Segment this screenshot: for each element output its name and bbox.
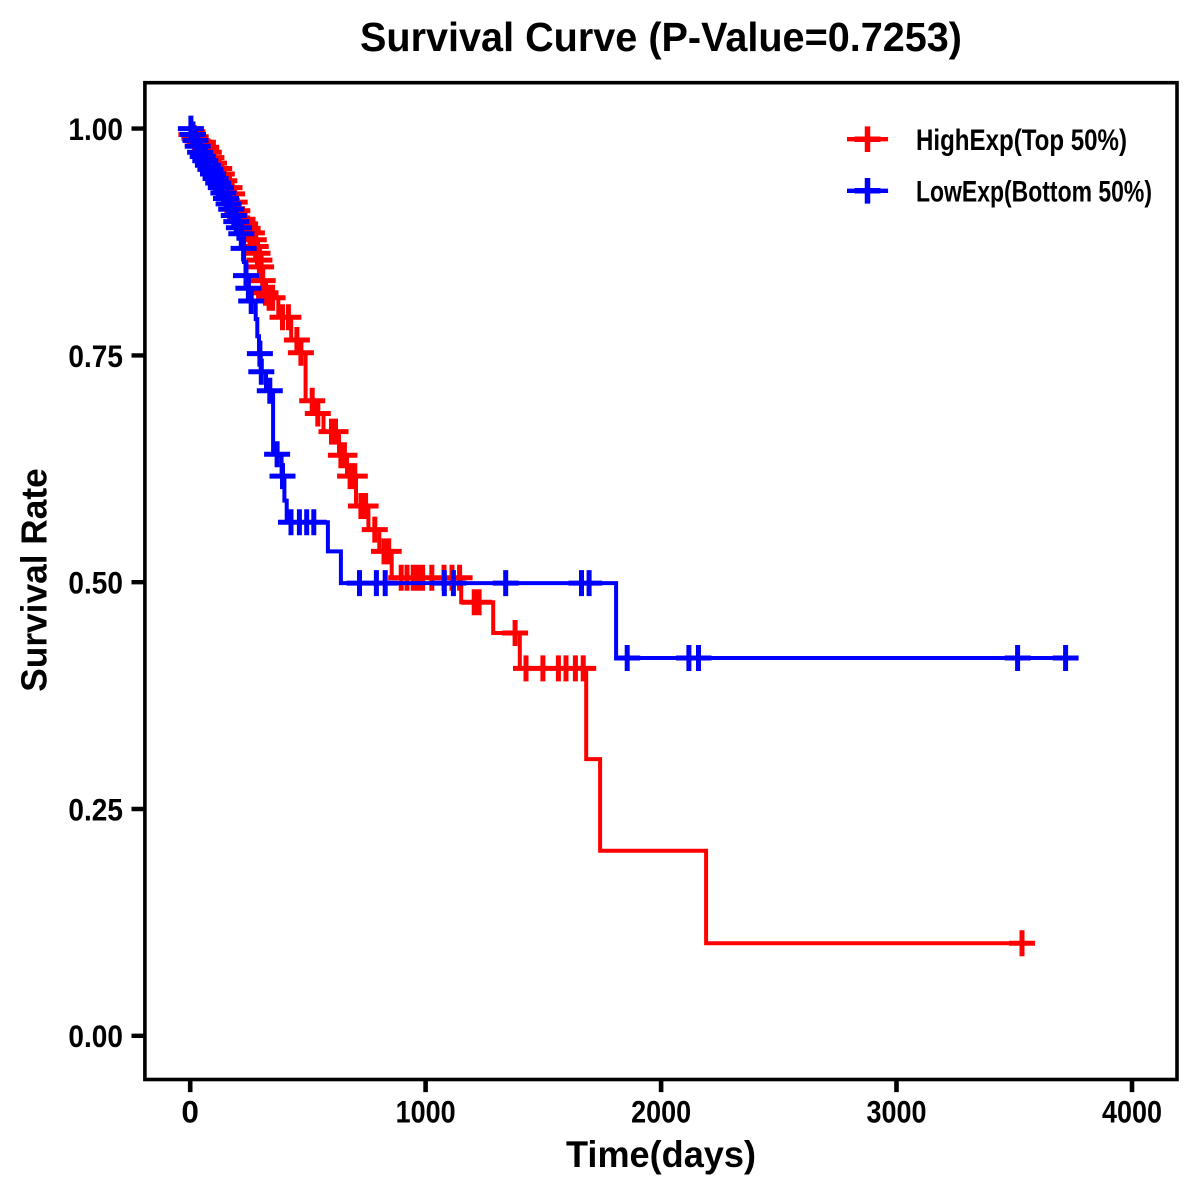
svg-text:LowExp(Bottom 50%): LowExp(Bottom 50%): [916, 176, 1152, 209]
svg-text:Survival Curve (P-Value=0.7253: Survival Curve (P-Value=0.7253): [360, 14, 962, 60]
svg-text:4000: 4000: [1102, 1094, 1162, 1130]
svg-text:1000: 1000: [396, 1094, 456, 1130]
svg-text:0: 0: [181, 1094, 199, 1130]
svg-text:HighExp(Top 50%): HighExp(Top 50%): [916, 124, 1127, 157]
svg-text:Time(days): Time(days): [566, 1134, 756, 1175]
svg-text:0.75: 0.75: [68, 338, 123, 374]
svg-text:1.00: 1.00: [68, 111, 123, 147]
svg-text:Survival Rate: Survival Rate: [13, 468, 54, 692]
svg-text:3000: 3000: [867, 1094, 927, 1130]
svg-text:0.50: 0.50: [68, 565, 123, 601]
svg-text:2000: 2000: [631, 1094, 691, 1130]
svg-text:0.25: 0.25: [68, 791, 123, 827]
svg-text:0.00: 0.00: [68, 1018, 123, 1054]
